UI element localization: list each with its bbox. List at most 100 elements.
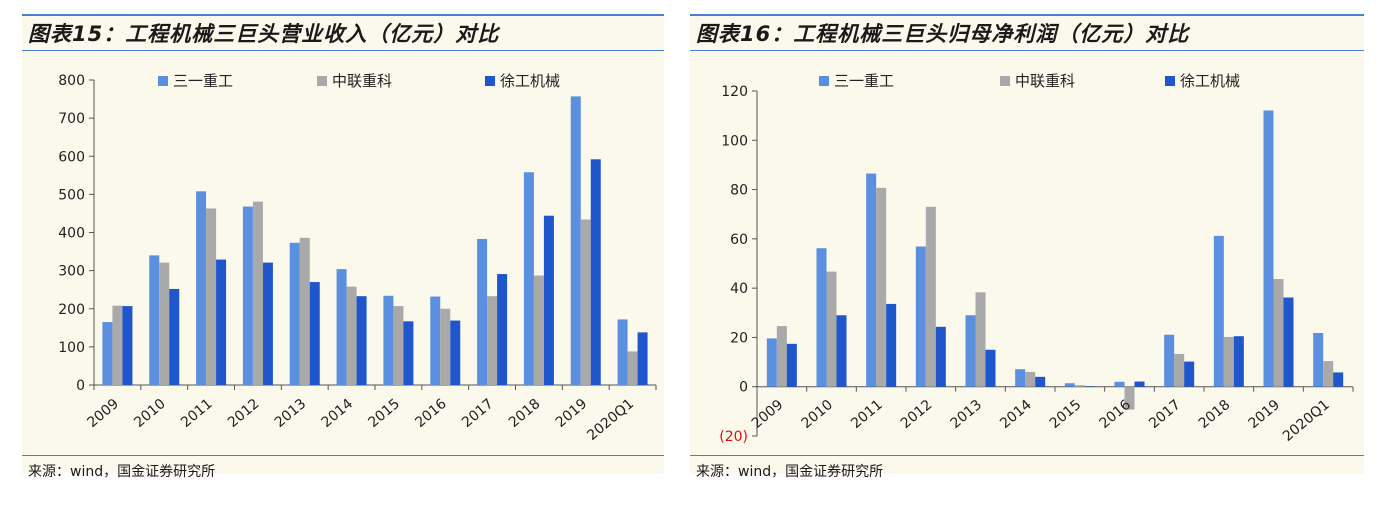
- y-tick-label: 400: [58, 226, 85, 242]
- bar: [1223, 336, 1234, 387]
- y-tick-label: 60: [730, 232, 748, 248]
- y-axis: (20) 0 20 40 60 80 100 120: [719, 84, 758, 445]
- bar: [1313, 332, 1324, 387]
- legend-label: 中联重科: [332, 72, 392, 90]
- y-tick-label: 700: [58, 111, 85, 127]
- bar: [836, 315, 847, 387]
- bar: [766, 338, 777, 387]
- bar: [543, 215, 554, 385]
- legend-label: 三一重工: [173, 72, 233, 90]
- x-tick-label: 2012: [225, 396, 263, 431]
- bar: [487, 296, 498, 385]
- bar: [533, 275, 544, 385]
- x-tick-label: 2019: [553, 396, 591, 431]
- bar: [1074, 385, 1085, 387]
- y-tick-label: 100: [721, 133, 748, 149]
- bar: [159, 262, 170, 385]
- y-tick-label: 120: [721, 84, 748, 100]
- bar: [1333, 372, 1344, 387]
- top-rule: [690, 14, 1364, 16]
- bar: [627, 351, 638, 385]
- bar: [102, 322, 113, 385]
- bars: [102, 96, 648, 386]
- x-tick-label: 2014: [319, 396, 357, 431]
- y-tick-label: 0: [739, 380, 748, 396]
- bar: [637, 332, 648, 385]
- bar: [450, 320, 461, 385]
- bar: [1283, 297, 1294, 387]
- bar: [1164, 334, 1175, 387]
- bottom-rule: [690, 455, 1364, 456]
- revenue-bar-chart: 三一重工 中联重科 徐工机械 0 100 200 300 400 500 600 700 800 200…: [58, 72, 657, 444]
- bar: [309, 282, 320, 385]
- bar: [886, 303, 897, 387]
- title-rule: [22, 50, 664, 51]
- bar: [523, 172, 534, 385]
- legend-swatch: [485, 76, 495, 86]
- bar: [346, 286, 357, 385]
- x-tick-label: 2017: [459, 396, 497, 431]
- bar: [876, 187, 887, 387]
- bar: [1263, 110, 1274, 387]
- figure-title: 图表15：工程机械三巨头营业收入（亿元）对比: [28, 22, 500, 46]
- bar: [216, 259, 227, 385]
- y-tick-label: 100: [58, 340, 85, 356]
- bar: [196, 191, 207, 385]
- source-note: 来源：wind，国金证券研究所: [696, 464, 884, 480]
- x-tick-label: 2014: [997, 397, 1035, 432]
- legend-swatch: [317, 76, 327, 86]
- x-tick-label: 2013: [947, 397, 985, 432]
- bar: [1184, 361, 1195, 387]
- legend-swatch: [819, 76, 829, 86]
- net-profit-bar-chart: 三一重工 中联重科 徐工机械 (20) 0 20 40 60 80 100 120 2009 2010 2…: [719, 72, 1354, 445]
- y-tick-label: 40: [730, 281, 748, 297]
- legend: 三一重工 中联重科 徐工机械: [819, 72, 1240, 90]
- bar: [299, 237, 310, 385]
- bar: [1035, 376, 1046, 387]
- x-tick-label: 2020Q1: [1280, 397, 1333, 445]
- bar: [965, 315, 976, 387]
- legend-label: 三一重工: [834, 72, 894, 90]
- legend-swatch: [1000, 76, 1010, 86]
- bar: [1273, 279, 1284, 387]
- bar: [786, 343, 797, 387]
- bar: [975, 292, 986, 387]
- bar: [440, 308, 451, 385]
- bar: [935, 326, 946, 387]
- bar: [1233, 336, 1244, 387]
- bar: [985, 349, 996, 387]
- bar: [430, 296, 441, 385]
- x-tick-label: 2013: [272, 396, 310, 431]
- bar: [776, 326, 787, 387]
- bar: [1015, 369, 1026, 387]
- x-tick-label: 2019: [1245, 397, 1283, 432]
- bar: [866, 173, 877, 387]
- y-tick-label: 0: [76, 378, 85, 394]
- bar: [1025, 371, 1036, 387]
- bar: [242, 206, 253, 385]
- y-tick-label: (20): [719, 429, 748, 445]
- top-rule: [22, 14, 664, 16]
- bar: [403, 321, 414, 385]
- bar: [497, 274, 508, 385]
- bar: [383, 295, 394, 385]
- x-tick-label: 2010: [798, 397, 836, 432]
- bar: [925, 206, 936, 387]
- bar: [1134, 381, 1145, 387]
- source-note: 来源：wind，国金证券研究所: [28, 464, 216, 480]
- bar: [149, 255, 160, 385]
- y-tick-label: 500: [58, 187, 85, 203]
- legend-swatch: [158, 76, 168, 86]
- figure-title: 图表16：工程机械三巨头归母净利润（亿元）对比: [696, 22, 1190, 46]
- x-tick-label: 2009: [749, 397, 787, 432]
- bar: [206, 208, 217, 385]
- bar: [1084, 386, 1095, 387]
- bar: [915, 246, 926, 387]
- bar: [122, 306, 133, 385]
- y-tick-label: 600: [58, 149, 85, 165]
- legend-label: 徐工机械: [1180, 72, 1240, 90]
- bar: [580, 219, 591, 385]
- x-tick-label: 2011: [848, 397, 886, 432]
- bar: [816, 248, 827, 387]
